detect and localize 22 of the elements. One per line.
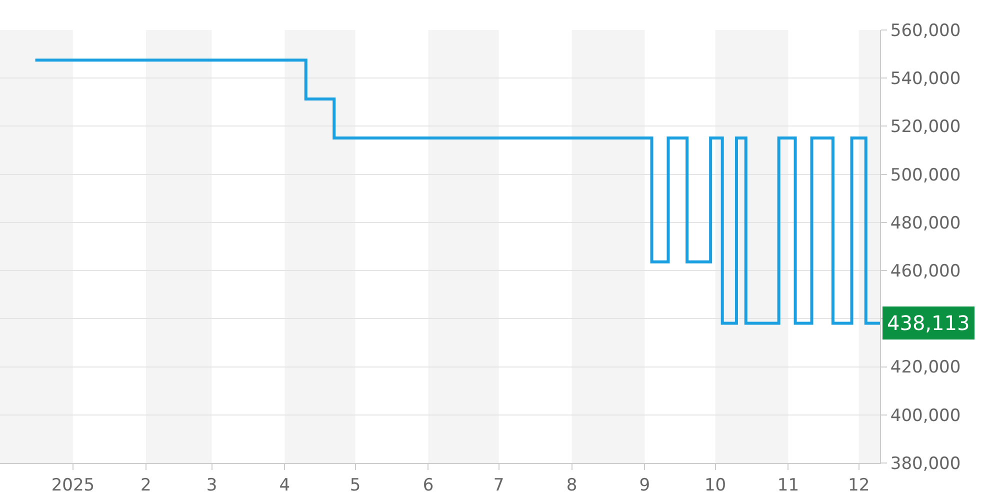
x-tick-label: 4 xyxy=(279,475,290,496)
x-tick-label: 3 xyxy=(206,475,218,496)
x-tick-label: 6 xyxy=(422,475,434,496)
y-tick-label: 380,000 xyxy=(890,454,961,474)
y-tick-label: 540,000 xyxy=(890,69,961,90)
y-tick-label: 460,000 xyxy=(890,262,961,282)
x-tick-label: 2 xyxy=(140,475,152,496)
y-tick-label: 400,000 xyxy=(890,406,961,426)
x-tick-label: 2025 xyxy=(51,475,95,496)
x-tick-label: 11 xyxy=(777,475,800,496)
y-tick-label: 560,000 xyxy=(890,20,961,41)
y-tick-label: 420,000 xyxy=(890,358,961,378)
y-tick-label: 520,000 xyxy=(890,117,961,138)
x-tick-label: 10 xyxy=(704,475,726,496)
annotation: 438,113 xyxy=(887,311,970,335)
x-tick-label: 5 xyxy=(350,475,361,496)
x-tick-label: 12 xyxy=(848,475,870,496)
x-tick-label: 7 xyxy=(493,475,504,496)
y-tick-label: 480,000 xyxy=(890,213,961,234)
y-tick-label: 500,000 xyxy=(890,165,961,186)
x-tick-label: 9 xyxy=(639,475,650,496)
x-tick-label: 8 xyxy=(566,475,578,496)
